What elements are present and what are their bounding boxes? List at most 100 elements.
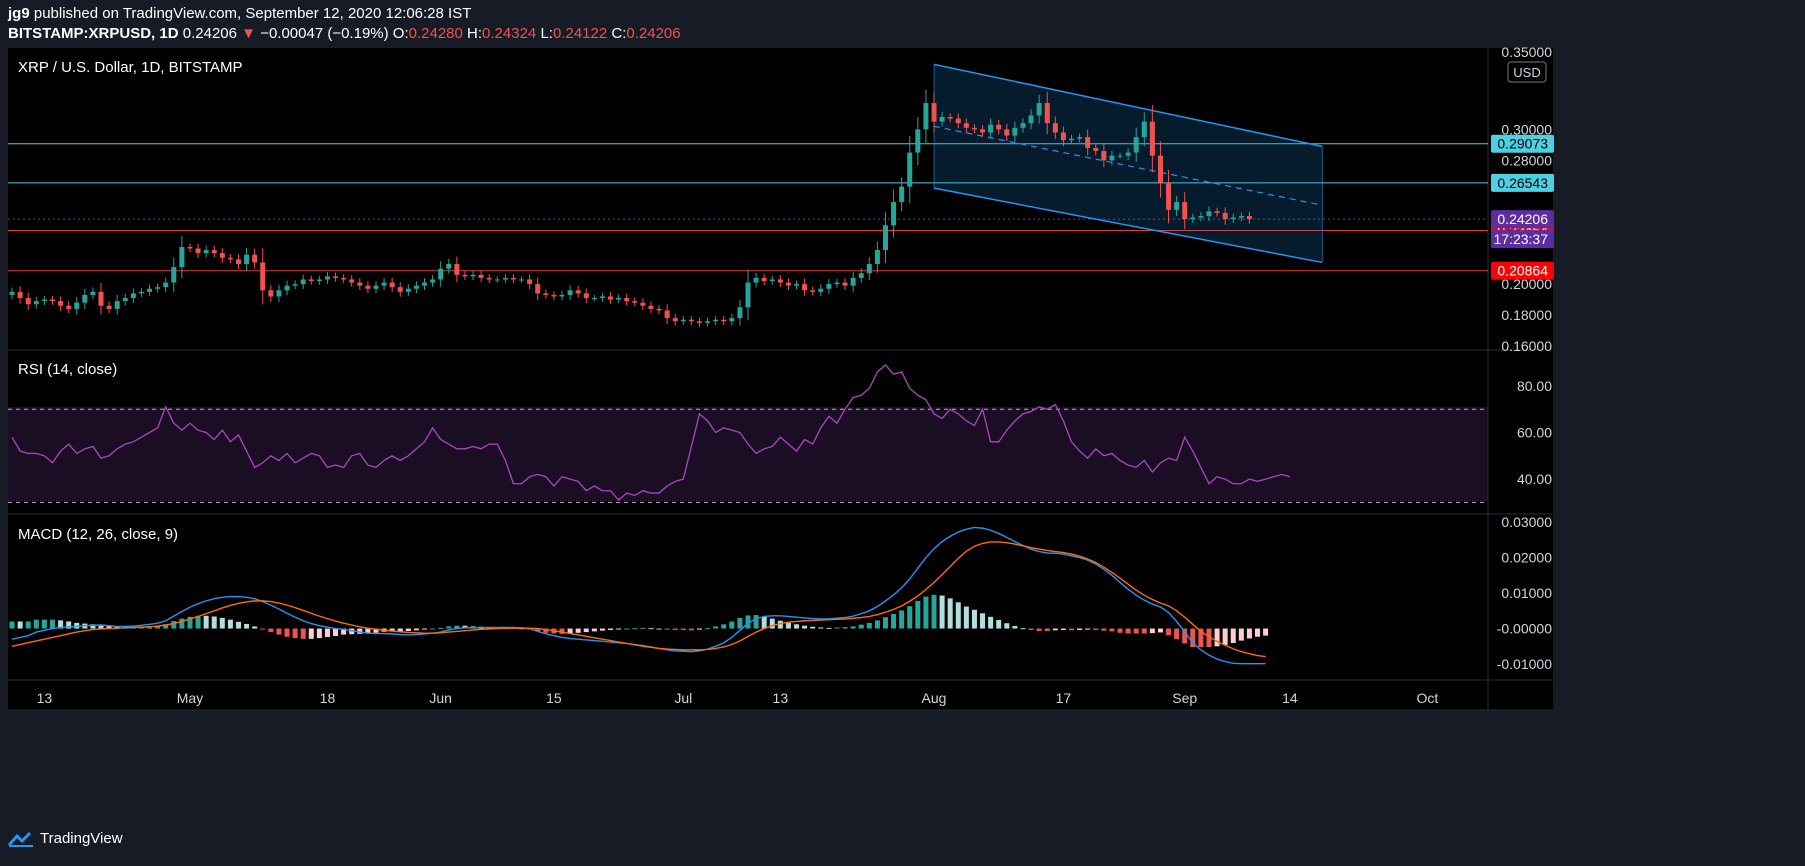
macd-histogram-bar (187, 616, 193, 629)
macd-histogram-bar (389, 628, 395, 632)
candle-body (608, 296, 614, 300)
macd-histogram-bar (753, 615, 759, 629)
macd-histogram-bar (907, 606, 913, 629)
candle-body (785, 282, 791, 286)
candle-body (688, 319, 694, 322)
candle-body (1230, 217, 1236, 220)
candle-body (171, 267, 177, 283)
time-tick-label: 15 (546, 690, 562, 706)
candle-body (413, 285, 419, 289)
macd-histogram-bar (834, 627, 840, 629)
candle-body (729, 318, 735, 322)
candle-body (1149, 121, 1155, 156)
macd-histogram-bar (1020, 628, 1026, 630)
tradingview-logo-icon (8, 831, 33, 847)
tradingview-footer[interactable]: TradingView (8, 830, 123, 847)
macd-histogram-bar (599, 628, 605, 631)
candle-body (988, 124, 994, 133)
red-level-tag-bg (1491, 261, 1554, 280)
candle-body (656, 308, 662, 311)
macd-histogram-bar (1052, 628, 1058, 631)
candle-body (1004, 129, 1010, 136)
price-tick-label: 0.16000 (1501, 338, 1552, 354)
candle-body (494, 279, 500, 281)
macd-histogram-bar (672, 628, 678, 630)
candle-body (333, 276, 339, 278)
candle-body (114, 301, 120, 309)
macd-histogram-bar (454, 625, 460, 629)
candle-body (535, 284, 541, 294)
macd-histogram-bar (235, 621, 241, 629)
candle-body (486, 277, 492, 280)
macd-histogram-bar (947, 598, 953, 629)
macd-histogram-bar (963, 606, 969, 629)
candle-body (203, 250, 209, 254)
macd-histogram-bar (341, 628, 347, 635)
candle-body (745, 282, 751, 308)
rsi-band-fill (8, 407, 1488, 501)
symbol-label[interactable]: BITSTAMP:XRPUSD, 1D (8, 25, 179, 42)
macd-histogram-bar (1004, 623, 1010, 629)
candle-body (397, 287, 403, 292)
rsi-tick-label: 40.00 (1517, 471, 1552, 487)
candle-body (147, 288, 153, 292)
publisher-username[interactable]: jg9 (8, 5, 30, 22)
candle-body (1125, 152, 1131, 156)
candle-body (955, 118, 961, 124)
last-price-tag-bg (1491, 210, 1554, 229)
candle-body (1166, 183, 1172, 210)
candle-body (1117, 155, 1123, 157)
time-tick-label: Aug (922, 690, 947, 706)
candle-body (1238, 216, 1244, 218)
price-tick-label: 0.28000 (1501, 152, 1552, 168)
macd-histogram-bar (41, 619, 47, 629)
macd-histogram-bar (810, 626, 816, 629)
macd-histogram-bar (163, 624, 169, 629)
macd-histogram-bar (688, 628, 694, 631)
candle-body (648, 305, 654, 309)
candle-body (163, 282, 169, 288)
macd-histogram-bar (874, 620, 880, 629)
macd-histogram-bar (785, 622, 791, 629)
candle-body (713, 319, 719, 322)
macd-histogram-bar (1206, 628, 1212, 647)
macd-histogram-bar (1214, 628, 1220, 647)
rsi-line (11, 364, 1291, 501)
candle-body (1190, 217, 1196, 220)
last-price-tag: 0.24206 (1497, 211, 1548, 227)
candle-body (478, 274, 484, 278)
candle-body (664, 310, 670, 319)
candle-body (583, 293, 589, 299)
macd-histogram-bar (357, 628, 363, 634)
macd-histogram-bar (802, 625, 808, 629)
candle-body (705, 321, 711, 323)
macd-histogram-bar (405, 628, 411, 632)
macd-histogram-bar (640, 627, 646, 629)
macd-histogram-bar (721, 624, 727, 629)
candle-body (616, 298, 622, 300)
candle-body (737, 307, 743, 319)
candle-body (591, 298, 597, 300)
close-value: 0.24206 (626, 25, 681, 42)
down-arrow-icon: ▼ (241, 25, 257, 42)
time-tick-label: 17 (1056, 690, 1072, 706)
macd-histogram-bar (543, 628, 549, 633)
candle-body (915, 129, 921, 153)
candle-body (834, 282, 840, 285)
candle-body (17, 291, 23, 299)
macd-histogram-bar (988, 616, 994, 629)
macd-histogram-bar (284, 628, 290, 637)
candle-body (421, 282, 428, 286)
macd-histogram-bar (737, 617, 743, 629)
macd-histogram-bar (1060, 628, 1066, 630)
candle-body (389, 282, 395, 288)
macd-histogram-bar (664, 628, 670, 630)
macd-tick-label: 0.01000 (1501, 585, 1552, 601)
macd-histogram-bar (25, 621, 31, 629)
candle-body (365, 285, 371, 289)
cyan-level-tag-bg (1491, 134, 1554, 153)
candle-body (82, 294, 88, 303)
candle-body (502, 277, 508, 280)
macd-histogram-bar (1093, 628, 1099, 630)
